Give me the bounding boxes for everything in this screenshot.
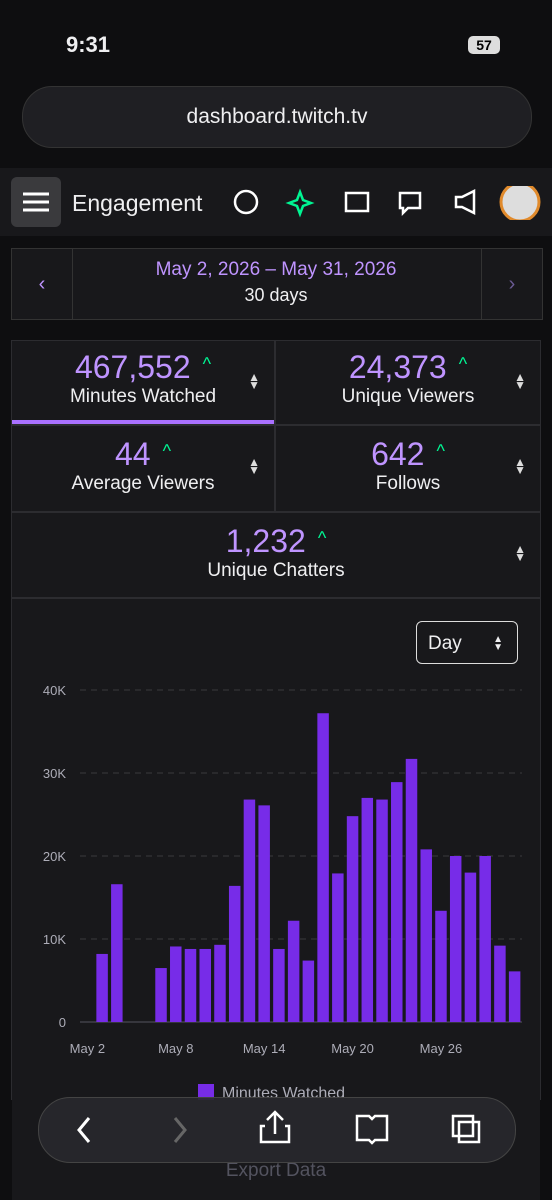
bar bbox=[332, 873, 344, 1022]
page-title: Engagement bbox=[72, 190, 203, 216]
stat-card[interactable]: 467,552 ^ Minutes Watched ▲ ▼ bbox=[12, 341, 274, 424]
date-length: 30 days bbox=[244, 285, 308, 305]
bar bbox=[199, 948, 211, 1022]
url: dashboard.twitch.tv bbox=[186, 105, 368, 128]
stat-label: Average Viewers bbox=[71, 473, 215, 494]
stat-value: 642 bbox=[371, 436, 425, 472]
y-tick-label: 0 bbox=[59, 1015, 66, 1030]
date-picker: ‹ May 2, 2026 – May 31, 2026 30 days › bbox=[11, 248, 543, 320]
chart: 0 10K 20K 30K 40K May 2 May 8 May 14 May 20 May 2… bbox=[43, 683, 522, 1100]
legend-swatch bbox=[198, 1084, 214, 1100]
bar bbox=[214, 944, 226, 1022]
bar bbox=[111, 884, 123, 1022]
prev-button[interactable]: ‹ bbox=[12, 249, 73, 319]
bar bbox=[184, 948, 197, 1022]
menu-button[interactable] bbox=[11, 177, 61, 227]
legend-label: Minutes Watched bbox=[222, 1085, 345, 1100]
stat-value: 467,552 bbox=[74, 349, 191, 385]
stat-card[interactable]: 642 ^ Follows ▲ ▼ bbox=[276, 426, 540, 511]
interval-select[interactable]: Day ▲ ▼ bbox=[416, 621, 518, 664]
clock: 9:31 bbox=[66, 32, 111, 57]
stat-label: Minutes Watched bbox=[69, 386, 217, 407]
bar bbox=[302, 960, 315, 1022]
bar bbox=[361, 797, 374, 1022]
bar bbox=[170, 946, 182, 1022]
stat-value: 44 bbox=[114, 436, 151, 472]
toolbar-icons bbox=[77, 1110, 481, 1145]
bar bbox=[435, 910, 447, 1022]
bar bbox=[287, 920, 300, 1022]
bar bbox=[464, 872, 477, 1022]
bar bbox=[405, 758, 418, 1022]
stat-card[interactable]: 24,373 ^ Unique Viewers ▲ ▼ bbox=[276, 341, 540, 424]
interval-value: Day bbox=[428, 633, 462, 654]
x-tick-label: May 14 bbox=[243, 1041, 286, 1056]
bar bbox=[228, 885, 241, 1022]
bar bbox=[376, 799, 388, 1022]
date-range: May 2, 2026 – May 31, 2026 bbox=[155, 259, 397, 280]
bar bbox=[258, 805, 270, 1022]
header-icons bbox=[233, 186, 541, 220]
next-button[interactable]: › bbox=[481, 249, 542, 319]
stat-card[interactable]: 1,232 ^ Unique Chatters ▲ ▼ bbox=[12, 513, 540, 597]
y-tick-label: 40K bbox=[43, 683, 66, 698]
bar bbox=[317, 713, 329, 1022]
bar bbox=[508, 971, 521, 1022]
bar bbox=[243, 799, 256, 1022]
bar bbox=[273, 948, 285, 1022]
bar bbox=[479, 856, 491, 1022]
menu-icon bbox=[23, 192, 49, 212]
stat-label: Unique Viewers bbox=[341, 386, 475, 407]
stat-value: 24,373 bbox=[348, 349, 447, 385]
stat-label: Unique Chatters bbox=[207, 560, 345, 581]
y-tick-label: 30K bbox=[43, 766, 66, 781]
x-tick-label: May 26 bbox=[420, 1041, 463, 1056]
stat-card[interactable]: 44 ^ Average Viewers ▲ ▼ bbox=[12, 426, 274, 511]
browser-toolbar bbox=[38, 1097, 516, 1163]
stat-value: 1,232 bbox=[225, 523, 306, 559]
url-bar[interactable]: dashboard.twitch.tv bbox=[22, 86, 532, 148]
bar bbox=[391, 782, 403, 1022]
x-tick-label: May 20 bbox=[331, 1041, 374, 1056]
x-tick-label: May 8 bbox=[158, 1041, 193, 1056]
export-button[interactable]: Export Data bbox=[225, 1160, 327, 1181]
header: Engagement bbox=[0, 168, 552, 236]
y-tick-label: 10K bbox=[43, 932, 66, 947]
bar bbox=[449, 856, 462, 1022]
y-tick-label: 20K bbox=[43, 849, 66, 864]
bar bbox=[420, 849, 432, 1022]
stat-label: Follows bbox=[375, 473, 441, 494]
bar bbox=[96, 953, 108, 1022]
bar bbox=[494, 945, 506, 1022]
battery: 57 bbox=[468, 36, 500, 54]
x-tick-label: May 2 bbox=[70, 1041, 105, 1056]
bar bbox=[155, 968, 167, 1022]
bar bbox=[346, 816, 359, 1022]
